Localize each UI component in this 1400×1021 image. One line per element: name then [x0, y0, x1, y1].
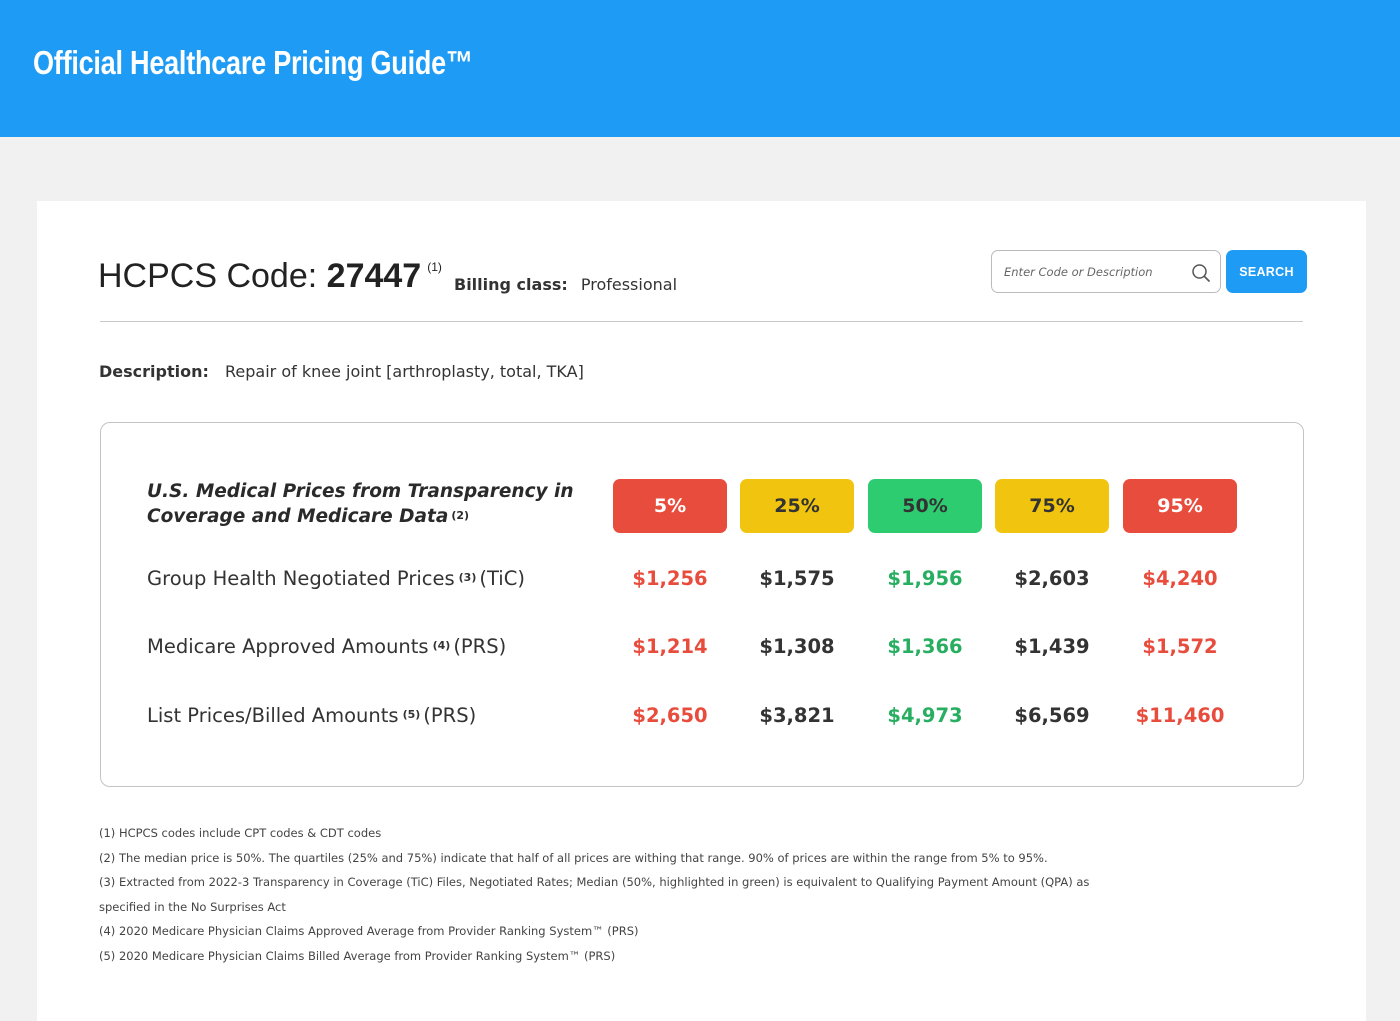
footnote: (1) HCPCS codes include CPT codes & CDT … — [99, 826, 382, 840]
price-row-footnote-ref: (3) — [458, 571, 477, 584]
price-cell: $1,575 — [759, 567, 835, 590]
billing-class-value: Professional — [580, 275, 678, 294]
price-row-label-text: List Prices/Billed Amounts — [147, 704, 399, 727]
price-cell: $1,956 — [887, 567, 963, 590]
price-cell: $11,460 — [1135, 704, 1225, 727]
billing-class-label: Billing class: — [454, 275, 568, 294]
price-table-footnote-ref: (2) — [451, 509, 470, 522]
price-row-source: (PRS) — [453, 635, 507, 658]
search-box — [991, 250, 1221, 293]
price-table-title: U.S. Medical Prices from Transparency in… — [147, 479, 577, 531]
header-bar: Official Healthcare Pricing Guide™ — [0, 0, 1400, 137]
percentile-badge-5: 5% — [613, 479, 727, 533]
footnote: specified in the No Surprises Act — [99, 899, 286, 914]
code-value: 27447 — [326, 257, 422, 295]
footnote: (4) 2020 Medicare Physician Claims Appro… — [99, 924, 639, 938]
footnote: (2) The median price is 50%. The quartil… — [99, 850, 1048, 865]
percentile-badge-75: 75% — [995, 479, 1109, 533]
percentile-badge-95: 95% — [1123, 479, 1237, 533]
price-cell: $3,821 — [759, 704, 835, 727]
price-row-footnote-ref: (5) — [402, 708, 421, 721]
price-row-label-text: Group Health Negotiated Prices — [147, 567, 455, 590]
billing-class: Billing class: Professional — [454, 275, 677, 294]
search-input[interactable] — [1004, 261, 1184, 283]
description-value: Repair of knee joint [arthroplasty, tota… — [225, 362, 584, 381]
price-cell: $1,572 — [1142, 635, 1218, 658]
footnote: (3) Extracted from 2022-3 Transparency i… — [99, 875, 1090, 889]
price-cell: $1,256 — [632, 567, 708, 590]
code-footnote-ref: (1) — [427, 260, 442, 274]
price-row-label: Group Health Negotiated Prices (3) (TiC) — [147, 567, 525, 590]
code-heading: HCPCS Code: 27447 (1) — [98, 257, 442, 296]
price-cell: $2,603 — [1014, 567, 1090, 590]
app-title: Official Healthcare Pricing Guide™ — [33, 44, 473, 81]
price-cell: $1,308 — [759, 635, 835, 658]
footnote: (5) 2020 Medicare Physician Claims Bille… — [99, 948, 616, 963]
price-row-label: Medicare Approved Amounts (4) (PRS) — [147, 635, 506, 658]
price-row-label-text: Medicare Approved Amounts — [147, 635, 429, 658]
price-row-label: List Prices/Billed Amounts (5) (PRS) — [147, 704, 476, 727]
price-cell: $4,240 — [1142, 567, 1218, 590]
divider — [100, 321, 1303, 322]
percentile-badge-25: 25% — [740, 479, 854, 533]
price-row-source: (TiC) — [479, 567, 525, 590]
search-button[interactable]: SEARCH — [1226, 250, 1307, 293]
price-cell: $1,366 — [887, 635, 963, 658]
price-cell: $4,973 — [887, 704, 963, 727]
price-cell: $2,650 — [632, 704, 708, 727]
price-row-footnote-ref: (4) — [432, 639, 451, 652]
price-cell: $1,214 — [632, 635, 708, 658]
footnotes: (1) HCPCS codes include CPT codes & CDT … — [99, 821, 1099, 968]
search-icon[interactable] — [1191, 263, 1211, 283]
description-label: Description: — [99, 362, 209, 381]
code-card: HCPCS Code: 27447 (1) Billing class: Prof… — [37, 201, 1366, 1021]
description: Description: Repair of knee joint [arthro… — [99, 362, 584, 381]
price-cell: $1,439 — [1014, 635, 1090, 658]
price-row-source: (PRS) — [423, 704, 477, 727]
percentile-badge-50: 50% — [868, 479, 982, 533]
code-label: HCPCS Code: — [98, 257, 318, 295]
price-cell: $6,569 — [1014, 704, 1090, 727]
price-table-title-text: U.S. Medical Prices from Transparency in… — [147, 481, 574, 527]
price-table: U.S. Medical Prices from Transparency in… — [100, 422, 1304, 787]
